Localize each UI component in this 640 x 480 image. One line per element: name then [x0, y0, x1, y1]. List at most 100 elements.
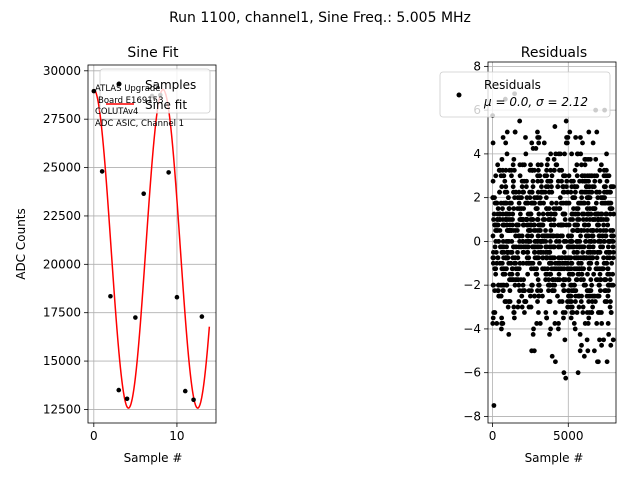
residual-point — [528, 211, 534, 217]
residual-point — [532, 293, 537, 299]
residual-point — [500, 135, 506, 140]
residual-point — [589, 299, 595, 304]
residuals-legend-label: Residuals — [484, 78, 541, 92]
sample-point — [124, 396, 130, 402]
residual-point — [562, 337, 568, 343]
sine-fit-ytick-label-1: 15000 — [43, 354, 81, 368]
residual-point — [605, 282, 611, 288]
residual-point — [597, 277, 603, 283]
residual-point — [574, 310, 580, 315]
residual-point — [570, 271, 575, 277]
residual-point — [561, 184, 566, 190]
residual-point — [583, 239, 589, 244]
residual-point — [574, 244, 580, 250]
residual-point — [492, 310, 498, 315]
residual-point — [534, 271, 540, 277]
residual-point — [569, 151, 575, 157]
residual-point — [597, 239, 603, 244]
residual-point — [509, 266, 515, 272]
residual-point — [574, 239, 580, 244]
residual-point — [532, 239, 538, 244]
sine-fit-legend-samples-marker — [116, 81, 122, 87]
residual-point — [606, 288, 611, 294]
residual-point — [595, 359, 600, 365]
residual-point — [582, 178, 587, 184]
residual-point — [544, 255, 549, 261]
residual-point — [575, 206, 581, 211]
residual-point — [606, 331, 612, 337]
residual-point — [593, 200, 599, 206]
residual-point — [519, 293, 525, 299]
residual-point — [561, 239, 567, 244]
residual-point — [599, 310, 604, 315]
residual-point — [543, 228, 548, 233]
residual-point — [511, 189, 516, 195]
residual-point — [588, 260, 594, 266]
residual-point — [582, 321, 588, 326]
residual-point — [555, 178, 561, 184]
residual-point — [549, 184, 554, 190]
residual-point — [602, 195, 608, 201]
residual-point — [560, 310, 566, 315]
residual-point — [532, 200, 537, 206]
residual-point — [508, 260, 514, 266]
residual-point — [520, 282, 526, 288]
residual-point — [581, 353, 587, 359]
residual-point — [568, 189, 574, 195]
residual-point — [601, 184, 607, 190]
sine-fit-ytick-label-2: 17500 — [43, 306, 81, 320]
residuals-axes-frame — [487, 61, 617, 424]
residual-point — [499, 156, 505, 162]
residual-point — [529, 233, 535, 239]
residual-point — [573, 277, 579, 283]
residual-point — [499, 260, 505, 266]
residuals-ytick-label-6: 4 — [473, 147, 481, 161]
residual-point — [594, 211, 599, 217]
residual-point — [601, 189, 607, 195]
residual-point — [587, 244, 593, 250]
residual-point — [506, 206, 512, 211]
residual-point — [561, 288, 567, 294]
residual-point — [601, 173, 607, 179]
residual-point — [575, 211, 580, 217]
residual-point — [571, 249, 577, 255]
residual-point — [498, 173, 504, 179]
residual-point — [505, 195, 511, 201]
residual-point — [610, 337, 616, 343]
residual-point — [556, 222, 562, 228]
residual-point — [534, 255, 540, 261]
residuals-xtick-label-0: 0 — [489, 429, 497, 443]
residual-point — [527, 195, 533, 201]
residual-point — [603, 277, 609, 283]
residual-point — [573, 266, 579, 272]
residual-point — [530, 178, 536, 184]
residual-point — [546, 217, 552, 222]
residual-point — [535, 129, 540, 135]
residual-point — [509, 239, 515, 244]
residual-point — [510, 162, 516, 168]
residual-point — [565, 299, 570, 304]
residual-point — [578, 135, 583, 140]
sine-fit-panel: Sine Fit Sample # ADC Counts 0 10 12500 150… — [14, 45, 217, 465]
residual-point — [547, 282, 553, 288]
residual-point — [532, 249, 537, 255]
residual-point — [580, 217, 586, 222]
residual-point — [568, 178, 574, 184]
residual-point — [561, 282, 567, 288]
residual-point — [544, 162, 550, 168]
residual-point — [509, 200, 514, 206]
residual-point — [605, 321, 611, 326]
residual-point — [596, 222, 602, 228]
residual-point — [552, 124, 558, 129]
residual-point — [549, 200, 555, 206]
residual-point — [506, 299, 512, 304]
residual-point — [610, 233, 616, 239]
residual-point — [490, 195, 496, 201]
residual-point — [520, 217, 526, 222]
residual-point — [547, 260, 552, 266]
residual-point — [609, 206, 615, 211]
residual-point — [496, 293, 502, 299]
residual-point — [556, 151, 562, 157]
residual-point — [586, 299, 592, 304]
